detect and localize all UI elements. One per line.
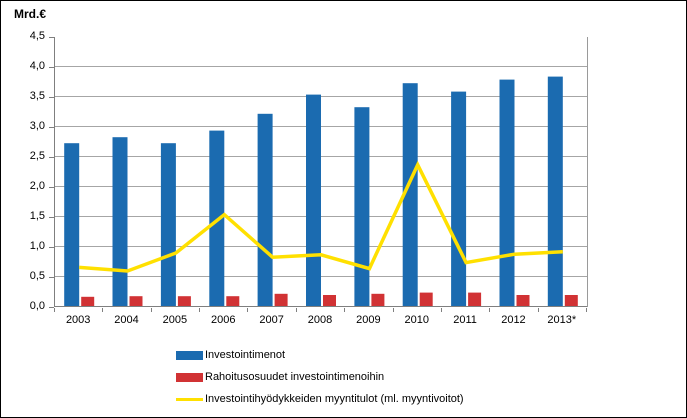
- y-tick: [49, 277, 54, 278]
- bar-2012-s1: [516, 295, 530, 307]
- y-tick: [49, 67, 54, 68]
- x-tick: [538, 308, 539, 312]
- bar-2008-s0: [306, 94, 321, 307]
- x-tick: [102, 308, 103, 312]
- bar-2009-s1: [371, 293, 385, 307]
- bar-2011-s0: [451, 91, 467, 307]
- x-tick-label: 2006: [211, 314, 236, 326]
- legend-item: Investointimenot: [176, 344, 464, 366]
- x-tick-label: 2009: [356, 314, 381, 326]
- x-tick-label: 2011: [453, 314, 477, 326]
- x-tick: [199, 308, 200, 312]
- x-tick: [296, 308, 297, 312]
- y-tick-label: 4,5: [29, 30, 45, 42]
- legend-swatch-bar: [176, 372, 203, 382]
- bar-2006-s1: [226, 296, 240, 307]
- y-tick-label: 1,0: [29, 240, 45, 252]
- x-tick-label: 2003: [65, 314, 91, 326]
- x-tick-label: 2005: [162, 314, 188, 326]
- x-tick-label: 2004: [114, 314, 139, 326]
- y-tick: [49, 97, 54, 98]
- legend-label: Investointihyödykkeiden myyntitulot (ml.…: [205, 393, 464, 405]
- bar-2005-s1: [177, 296, 191, 307]
- y-tick-label: 2,0: [29, 180, 45, 192]
- legend-swatch-line: [176, 397, 203, 401]
- y-tick: [49, 187, 54, 188]
- y-tick: [49, 157, 54, 158]
- y-tick-label: 0,0: [29, 300, 45, 312]
- x-tick: [247, 308, 248, 312]
- bar-2010-s1: [419, 292, 433, 307]
- y-tick: [49, 247, 54, 248]
- x-tick: [489, 308, 490, 312]
- bar-2012-s0: [499, 79, 515, 307]
- bar-2004-s0: [112, 137, 128, 307]
- y-tick-label: 1,5: [29, 210, 45, 222]
- x-tick-label: 2013*: [547, 314, 577, 326]
- x-tick: [151, 308, 152, 312]
- bar-2011-s1: [468, 292, 482, 307]
- bar-2013-s0: [547, 76, 563, 307]
- bar-2013-s1: [564, 295, 578, 307]
- x-tick-label: 2007: [259, 314, 284, 326]
- line-series: [79, 160, 563, 273]
- x-tick: [344, 308, 345, 312]
- bar-2005-s0: [160, 143, 176, 307]
- x-tick-label: 2008: [307, 314, 333, 326]
- y-axis-unit-label: Mrd.€: [14, 7, 47, 21]
- bar-2010-s0: [402, 83, 418, 307]
- bar-2008-s1: [323, 295, 336, 307]
- x-tick-label: 2010: [404, 314, 429, 326]
- y-tick: [49, 37, 54, 38]
- y-tick: [49, 217, 54, 218]
- chart-plot-svg: [55, 66, 587, 307]
- x-tick-label: 2012: [501, 314, 526, 326]
- x-tick: [441, 308, 442, 312]
- bar-2004-s1: [129, 296, 143, 307]
- y-tick: [49, 307, 54, 308]
- legend-item: Investointihyödykkeiden myyntitulot (ml.…: [176, 388, 464, 410]
- bar-2003-s0: [64, 143, 80, 307]
- y-tick: [49, 127, 54, 128]
- x-tick: [586, 308, 587, 312]
- x-tick: [393, 308, 394, 312]
- legend-label: Investointimenot: [205, 349, 286, 361]
- bar-2007-s0: [257, 113, 273, 307]
- plot-area: [54, 37, 588, 307]
- bar-2009-s0: [354, 107, 370, 307]
- y-tick-label: 3,5: [29, 90, 45, 102]
- legend-label: Rahoitusosuudet investointimenoihin: [205, 371, 385, 383]
- bar-2007-s1: [274, 293, 288, 307]
- chart-legend: Investointimenot Rahoitusosuudet investoi…: [176, 344, 464, 410]
- y-tick-label: 3,0: [29, 120, 45, 132]
- y-tick-label: 0,5: [29, 270, 45, 282]
- y-tick-label: 2,5: [29, 150, 45, 162]
- x-tick: [54, 308, 55, 312]
- y-tick-label: 4,0: [29, 60, 45, 72]
- legend-item: Rahoitusosuudet investointimenoihin: [176, 366, 464, 388]
- bar-2003-s1: [81, 296, 95, 307]
- legend-swatch-bar: [176, 350, 203, 360]
